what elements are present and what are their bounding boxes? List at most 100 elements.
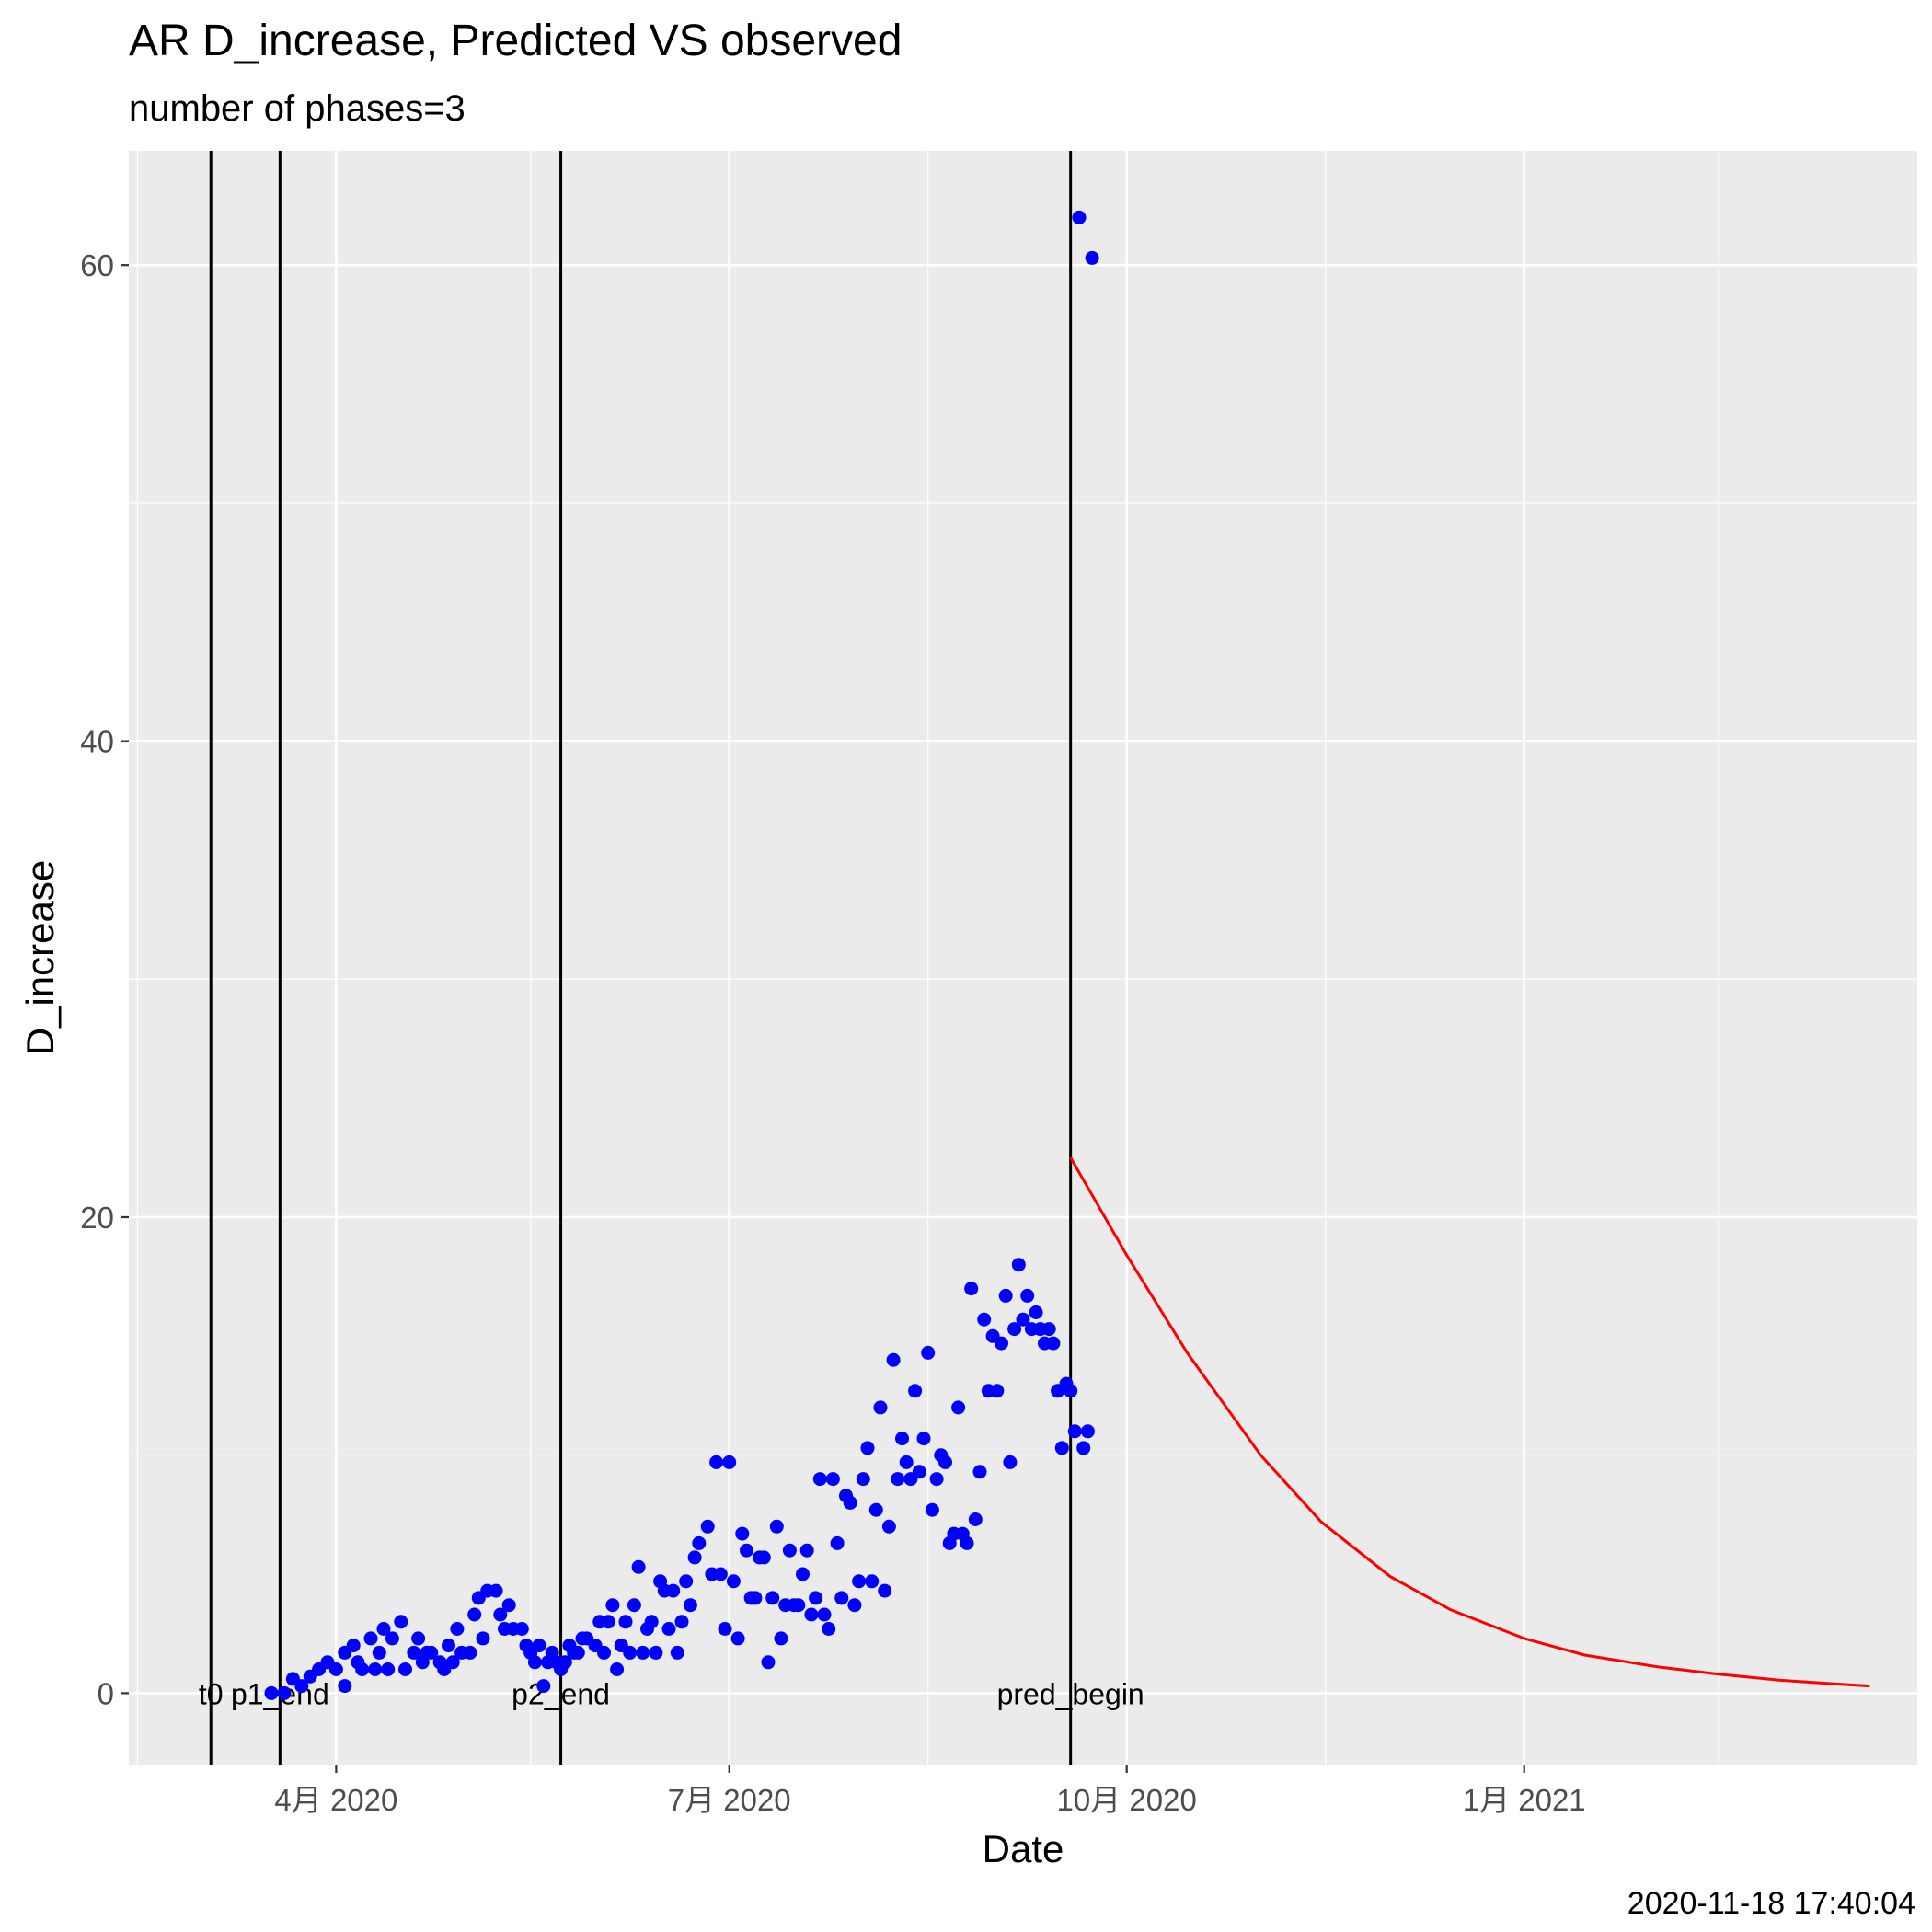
- observed-point: [899, 1455, 914, 1469]
- y-tick-label: 20: [80, 1201, 114, 1235]
- observed-point: [960, 1535, 974, 1550]
- observed-point: [1076, 1441, 1091, 1455]
- observed-point: [1029, 1305, 1043, 1319]
- observed-point: [709, 1455, 724, 1469]
- observed-point: [381, 1662, 396, 1676]
- observed-point: [730, 1631, 745, 1646]
- observed-point: [761, 1655, 776, 1670]
- observed-point: [822, 1622, 836, 1636]
- x-axis: 4月 2020 7月 2020 10月 2020 1月 2021: [274, 1765, 1586, 1817]
- observed-point: [1020, 1288, 1035, 1303]
- observed-point: [368, 1662, 383, 1676]
- observed-point: [748, 1591, 763, 1605]
- observed-point: [328, 1662, 343, 1676]
- observed-point: [881, 1519, 896, 1534]
- observed-point: [740, 1543, 753, 1558]
- observed-point: [873, 1400, 888, 1415]
- y-tick-label: 0: [98, 1676, 114, 1710]
- observed-point: [856, 1472, 870, 1487]
- observed-point: [972, 1465, 987, 1479]
- observed-point: [338, 1679, 352, 1694]
- observed-point: [618, 1615, 633, 1629]
- observed-point: [796, 1567, 810, 1581]
- observed-point: [769, 1519, 784, 1534]
- observed-point: [489, 1583, 503, 1598]
- observed-point: [636, 1645, 650, 1660]
- observed-point: [886, 1352, 901, 1367]
- observed-point: [998, 1288, 1013, 1303]
- plot-caption: 2020-11-18 17:40:04: [1627, 1886, 1915, 1921]
- observed-point: [782, 1543, 797, 1558]
- x-tick-label: 10月 2020: [1057, 1783, 1197, 1817]
- observed-point: [442, 1639, 455, 1653]
- observed-point: [925, 1502, 939, 1517]
- observed-point: [687, 1550, 702, 1565]
- observed-point: [661, 1622, 676, 1636]
- observed-point: [977, 1312, 992, 1327]
- observed-point: [964, 1282, 979, 1296]
- chart-title: AR D_increase, Predicted VS observed: [129, 17, 902, 65]
- observed-series: [264, 210, 1099, 1700]
- observed-point: [610, 1662, 625, 1676]
- observed-point: [649, 1645, 663, 1660]
- observed-point: [1064, 1384, 1078, 1398]
- phase-marker-label: p2_end: [512, 1677, 610, 1710]
- observed-point: [631, 1559, 646, 1574]
- observed-point: [1072, 210, 1087, 224]
- observed-point: [774, 1631, 788, 1646]
- observed-point: [990, 1384, 1005, 1398]
- y-tick-label: 40: [80, 725, 114, 759]
- observed-point: [670, 1645, 684, 1660]
- y-axis: 0 20 40 60: [80, 248, 129, 1710]
- observed-point: [424, 1645, 439, 1660]
- observed-point: [605, 1598, 620, 1613]
- observed-point: [407, 1645, 421, 1660]
- observed-point: [463, 1645, 477, 1660]
- observed-point: [700, 1519, 715, 1534]
- observed-point: [718, 1622, 732, 1636]
- predicted-series: [1069, 1156, 1870, 1688]
- observed-point: [1016, 1312, 1030, 1327]
- observed-point: [264, 1685, 279, 1700]
- observed-point: [995, 1336, 1008, 1351]
- observed-point: [1041, 1322, 1056, 1337]
- grid-lines: [129, 151, 1917, 1765]
- observed-point: [372, 1645, 386, 1660]
- observed-point: [804, 1607, 819, 1622]
- observed-point: [1080, 1424, 1095, 1439]
- observed-point: [735, 1526, 750, 1541]
- observed-point: [847, 1598, 862, 1613]
- observed-point: [558, 1655, 572, 1670]
- observed-point: [623, 1645, 638, 1660]
- x-tick-label: 1月 2021: [1463, 1783, 1586, 1817]
- observed-point: [765, 1591, 780, 1605]
- observed-point: [346, 1639, 361, 1653]
- x-tick-label: 7月 2020: [668, 1783, 791, 1817]
- observed-point: [627, 1598, 641, 1613]
- observed-point: [536, 1679, 551, 1694]
- observed-point: [1003, 1455, 1018, 1469]
- observed-point: [363, 1631, 378, 1646]
- observed-point: [674, 1615, 689, 1629]
- observed-point: [398, 1662, 412, 1676]
- observed-point: [394, 1615, 408, 1629]
- observed-point: [713, 1567, 728, 1581]
- observed-point: [679, 1574, 694, 1589]
- observed-point: [376, 1622, 391, 1636]
- y-axis-title: D_increase: [18, 860, 62, 1055]
- observed-point: [493, 1607, 508, 1622]
- observed-point: [921, 1345, 936, 1360]
- phase-marker-label: t0: [199, 1677, 224, 1710]
- observed-point: [891, 1472, 905, 1487]
- observed-point: [683, 1598, 697, 1613]
- observed-point: [722, 1455, 737, 1469]
- observed-point: [1046, 1336, 1061, 1351]
- observed-point: [1054, 1441, 1069, 1455]
- observed-point: [601, 1615, 615, 1629]
- observed-point: [860, 1441, 875, 1455]
- observed-point: [878, 1583, 892, 1598]
- observed-point: [951, 1400, 966, 1415]
- observed-point: [916, 1432, 931, 1446]
- observed-point: [501, 1598, 516, 1613]
